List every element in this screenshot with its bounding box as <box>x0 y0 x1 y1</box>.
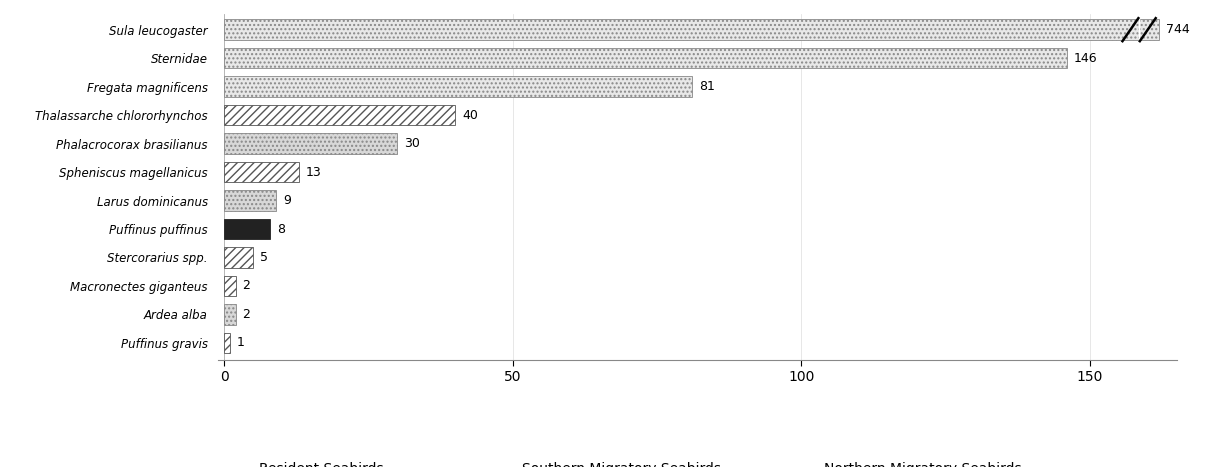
Bar <box>224 77 691 97</box>
Bar <box>224 20 1160 40</box>
Bar <box>224 333 230 353</box>
Text: 13: 13 <box>306 165 321 178</box>
Bar <box>224 276 235 296</box>
Bar <box>224 190 277 211</box>
Text: 744: 744 <box>1166 23 1190 36</box>
Bar <box>224 105 455 125</box>
Text: 40: 40 <box>462 109 478 121</box>
Text: 9: 9 <box>283 194 291 207</box>
Text: 5: 5 <box>260 251 268 264</box>
Text: Southern Migratory Seabirds: Southern Migratory Seabirds <box>522 462 722 467</box>
Text: 8: 8 <box>278 222 285 235</box>
Text: 81: 81 <box>699 80 714 93</box>
Bar <box>224 133 398 154</box>
Bar <box>224 162 300 182</box>
Text: Resident Seabirds: Resident Seabirds <box>258 462 383 467</box>
Bar <box>224 247 254 268</box>
Bar <box>224 219 270 239</box>
Text: 2: 2 <box>243 279 250 292</box>
Text: 146: 146 <box>1074 52 1098 64</box>
Text: 1: 1 <box>237 336 245 349</box>
Text: Northern Migratory Seabirds: Northern Migratory Seabirds <box>824 462 1021 467</box>
Bar <box>224 304 235 325</box>
Text: 30: 30 <box>404 137 420 150</box>
Bar <box>224 48 1067 68</box>
Text: 2: 2 <box>243 308 250 321</box>
